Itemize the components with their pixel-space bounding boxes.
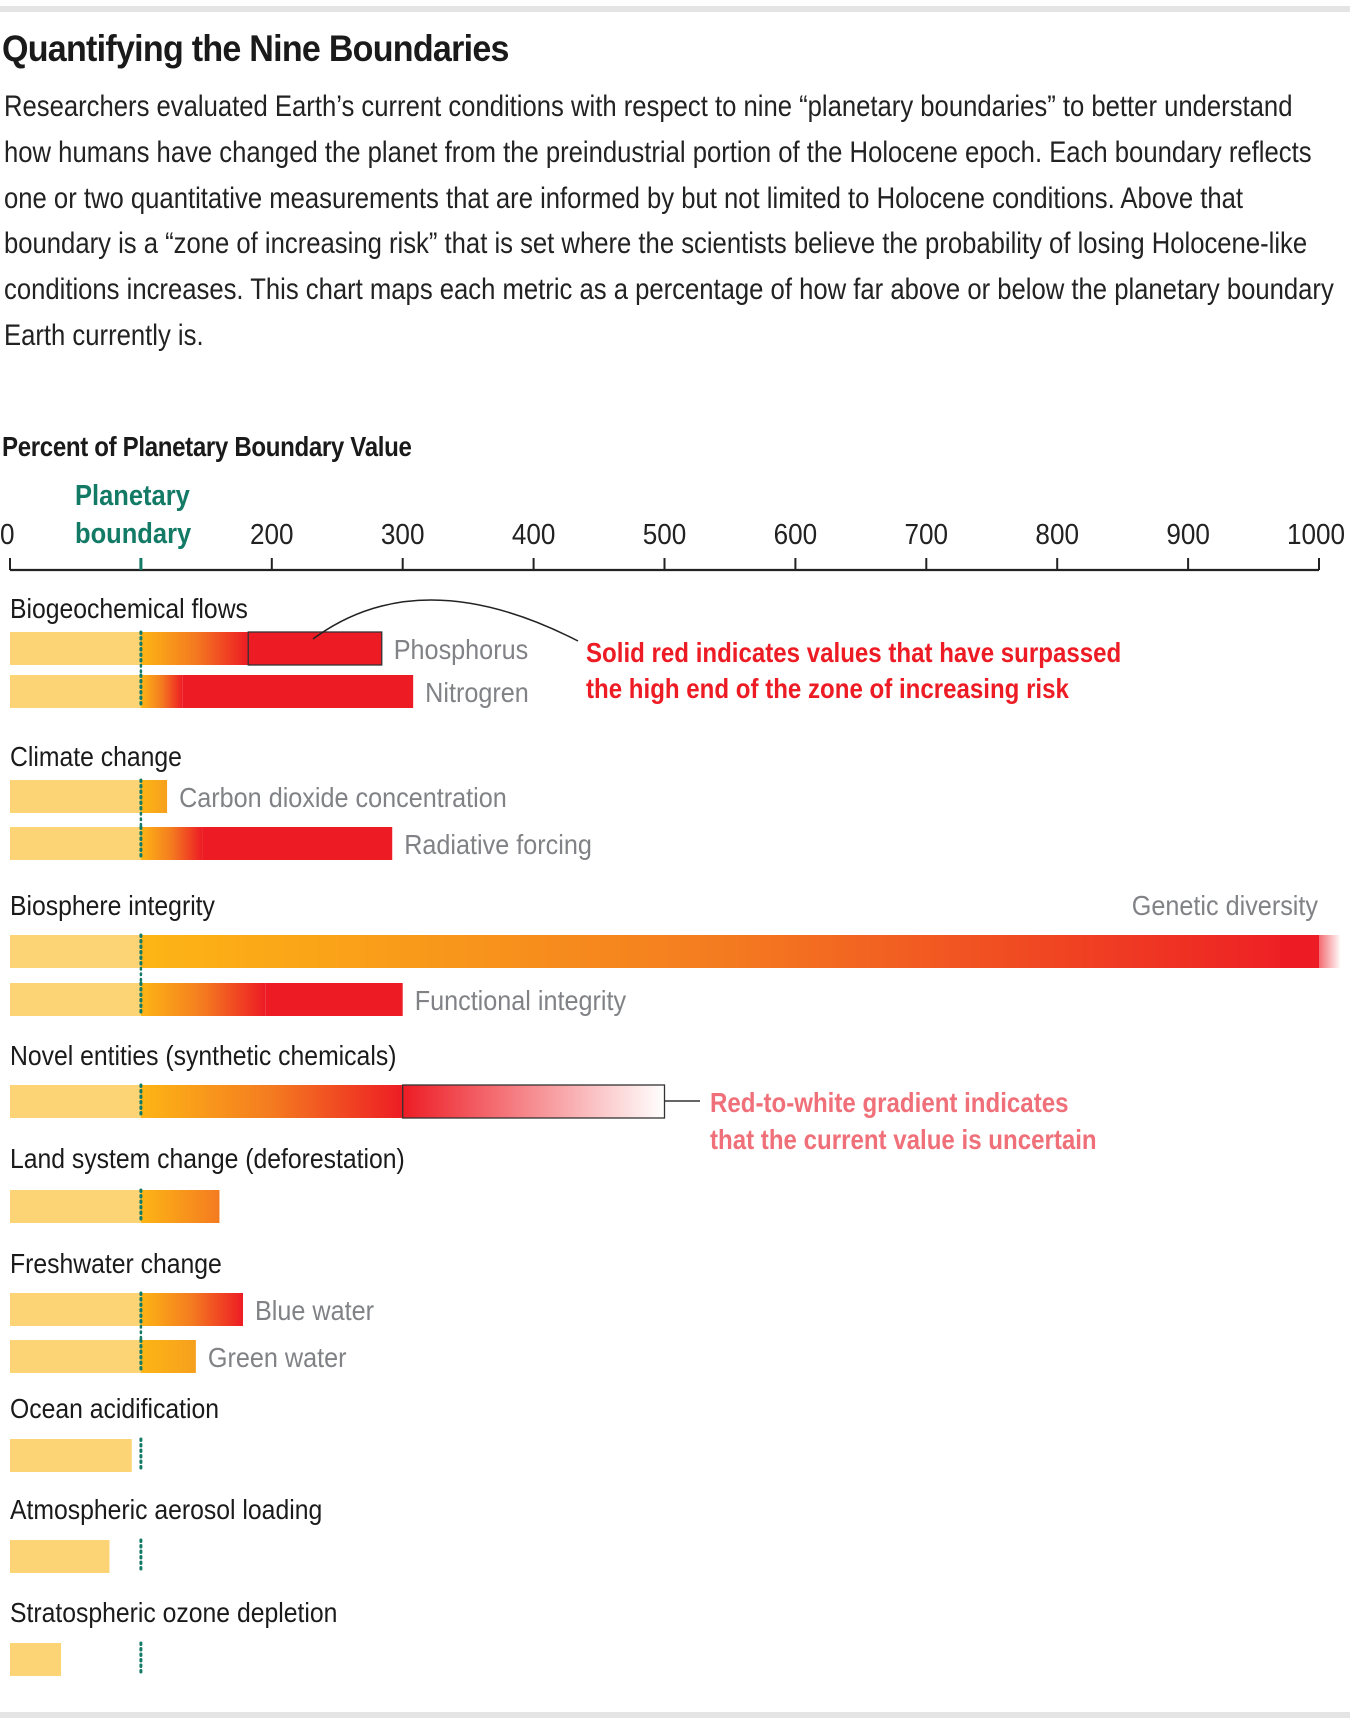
bar-safe-segment: [10, 1085, 141, 1118]
group-label: Atmospheric aerosol loading: [10, 1494, 322, 1526]
top-rule: [0, 6, 1350, 12]
boundary-label-line2: boundary: [75, 516, 192, 549]
metric-label: Genetic diversity: [1132, 890, 1319, 922]
group-label: Biosphere integrity: [10, 890, 216, 922]
bar-high-risk-segment: [265, 983, 403, 1016]
x-tick-label: 800: [1035, 518, 1079, 551]
bar-group: [10, 778, 393, 862]
bar-overflow-fade: [1307, 935, 1341, 968]
bottom-rule: [0, 1712, 1350, 1718]
bar-zone-gradient-segment: [140, 1293, 244, 1326]
boundary-label-line1: Planetary: [75, 478, 191, 511]
group-label: Ocean acidification: [10, 1393, 219, 1425]
bar-safe-segment: [10, 1340, 141, 1373]
metric-label: Functional integrity: [415, 985, 627, 1017]
x-tick-label: 900: [1166, 518, 1210, 551]
x-tick-label: 1000: [1287, 518, 1345, 551]
bar-zone-gradient-segment: [140, 983, 266, 1016]
bar-zone-gradient-segment: [140, 1340, 196, 1373]
bar-uncertain-segment: [402, 1084, 666, 1119]
bar-safe-segment: [10, 827, 141, 860]
bar-zone-gradient-segment: [140, 675, 183, 708]
x-tick-label: 300: [381, 518, 425, 551]
group-label: Climate change: [10, 741, 182, 773]
metric-label: Radiative forcing: [404, 829, 592, 861]
bar-safe-segment: [10, 935, 141, 968]
bar-group: [10, 1437, 143, 1474]
bar-safe-segment: [10, 1293, 141, 1326]
bar-zone-gradient-segment: [140, 1085, 403, 1118]
annotation-solid-red-line1: Solid red indicates values that have sur…: [586, 636, 1121, 668]
x-tick-label: 0: [0, 518, 15, 551]
annotation-leader-arc: [312, 599, 579, 642]
bar-zone-gradient-segment: [140, 1190, 220, 1223]
axis-title: Percent of Planetary Boundary Value: [2, 431, 412, 462]
annotation-uncertain-line2: that the current value is uncertain: [710, 1123, 1097, 1155]
group-label: Freshwater change: [10, 1248, 222, 1280]
metric-label: Carbon dioxide concentration: [179, 782, 507, 814]
intro-paragraph: Researchers evaluated Earth’s current co…: [4, 90, 1334, 352]
annotation-uncertain-line1: Red-to-white gradient indicates: [710, 1086, 1069, 1118]
x-tick-label: 500: [643, 518, 687, 551]
metric-label: Phosphorus: [394, 634, 528, 666]
x-tick-label: 600: [774, 518, 818, 551]
bar-group: [10, 1641, 143, 1678]
bar-high-risk-segment: [182, 675, 414, 708]
bar-safe-segment: [10, 1190, 141, 1223]
metric-label: Green water: [208, 1342, 347, 1374]
bar-safe-segment: [10, 780, 141, 813]
group-label: Novel entities (synthetic chemicals): [10, 1040, 396, 1072]
x-tick-label: 700: [905, 518, 949, 551]
bar-zone-gradient-segment: [140, 827, 203, 860]
annotation-solid-red-line2: the high end of the zone of increasing r…: [586, 672, 1069, 704]
page-title: Quantifying the Nine Boundaries: [2, 28, 509, 69]
group-label: Biogeochemical flows: [10, 593, 248, 625]
bar-safe-segment: [10, 983, 141, 1016]
bar-zone-gradient-segment: [140, 935, 1307, 968]
labels: Biogeochemical flows Phosphorus Nitrogren C…: [10, 593, 1319, 1629]
bar-safe-segment: [10, 632, 141, 665]
x-tick-label: 200: [250, 518, 294, 551]
bar-group: [10, 1083, 666, 1120]
bar-group: [10, 933, 1341, 1018]
bar-group: [10, 630, 414, 710]
x-tick-label: 400: [512, 518, 556, 551]
bar-safe-segment: [10, 1540, 110, 1573]
bar-zone-gradient-segment: [140, 632, 249, 665]
bar-group: [10, 1291, 244, 1375]
x-axis: 0 200 300 400 500 600 700 800 900 1000 Planetary bo…: [0, 478, 1345, 572]
group-label: Stratospheric ozone depletion: [10, 1597, 337, 1629]
bars: [10, 630, 1341, 1678]
bar-high-risk-segment: [202, 827, 393, 860]
bar-safe-segment: [10, 675, 141, 708]
bar-zone-gradient-segment: [140, 780, 168, 813]
bar-safe-segment: [10, 1643, 62, 1676]
metric-label: Nitrogren: [425, 677, 529, 709]
bar-group: [10, 1188, 220, 1225]
bar-group: [10, 1538, 143, 1575]
metric-label: Blue water: [255, 1295, 374, 1327]
group-label: Land system change (deforestation): [10, 1143, 405, 1175]
annotations: Solid red indicates values that have sur…: [312, 599, 1121, 1155]
bar-safe-segment: [10, 1439, 132, 1472]
